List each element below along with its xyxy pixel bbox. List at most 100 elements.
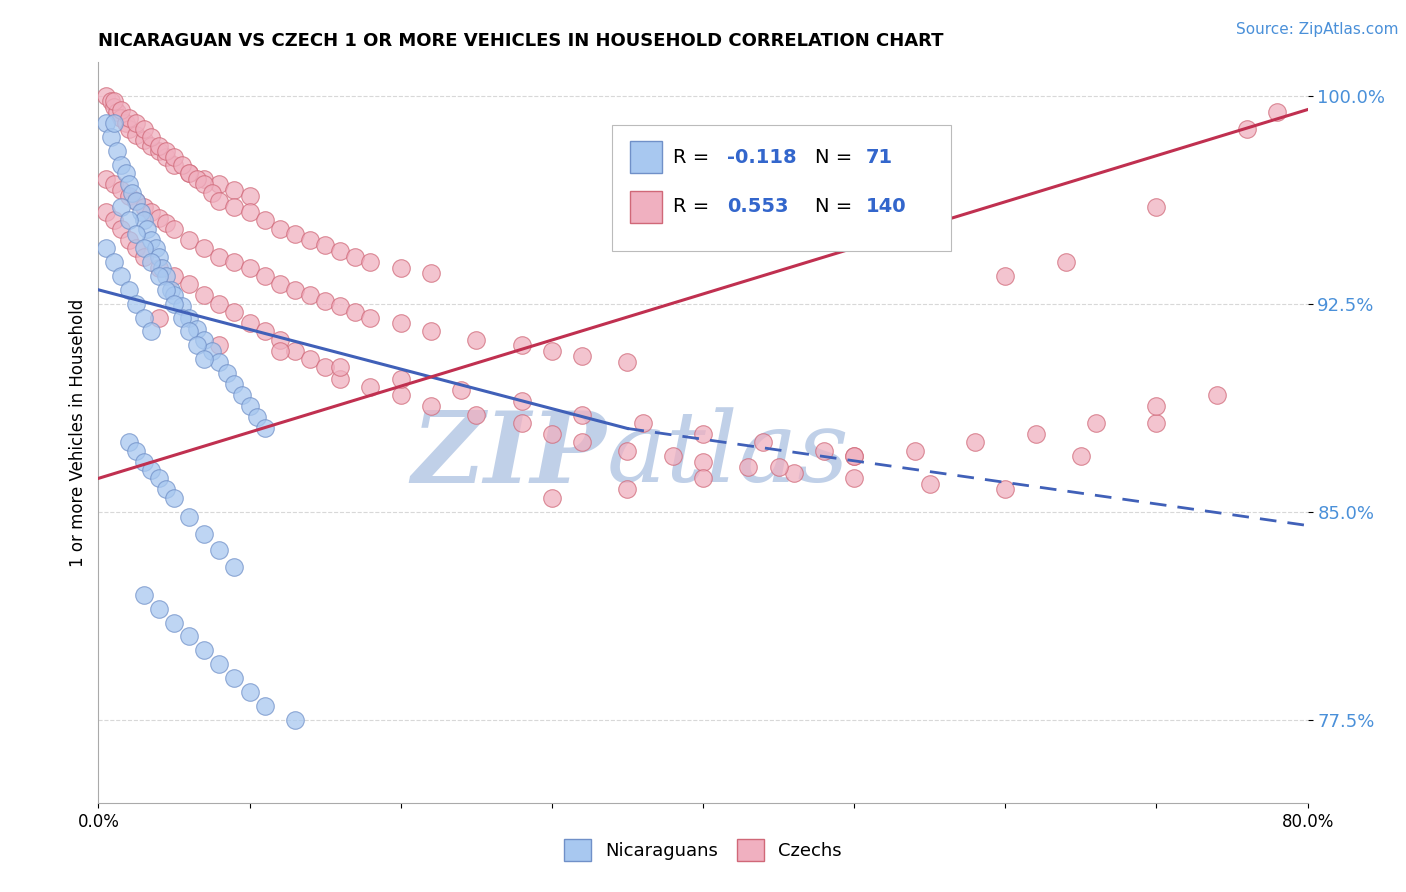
Point (132, 200, 155, 214)
Point (1054, 255, 1077, 269)
Point (616, 355, 638, 369)
Point (148, 138, 170, 153)
Point (103, 95, 125, 109)
Point (224, 255, 246, 269)
Point (904, 443, 927, 458)
Point (1144, 200, 1167, 214)
Point (314, 360, 336, 375)
Point (269, 343, 291, 358)
Point (103, 213, 125, 227)
Point (125, 443, 148, 458)
Point (125, 194, 148, 208)
Point (465, 333, 488, 347)
Point (246, 410, 269, 425)
Point (186, 338, 208, 352)
Point (239, 399, 262, 413)
Point (844, 471, 866, 485)
Point (284, 343, 307, 358)
Point (193, 333, 215, 347)
Point (224, 377, 246, 392)
Point (329, 360, 352, 375)
Point (269, 222, 291, 236)
Point (284, 283, 307, 297)
Point (163, 268, 186, 283)
Point (389, 260, 412, 275)
Point (661, 449, 683, 463)
Point (844, 449, 866, 463)
Point (208, 543, 231, 558)
Point (125, 194, 148, 208)
Point (465, 408, 488, 422)
Point (118, 122, 141, 136)
Point (163, 288, 186, 302)
Point (163, 296, 186, 310)
Point (170, 300, 193, 314)
Point (155, 483, 177, 497)
Point (118, 111, 141, 125)
Point (155, 150, 177, 164)
Point (132, 588, 155, 602)
Point (94, 172, 117, 186)
Point (179, 310, 201, 325)
Point (1267, 105, 1289, 120)
Text: atlas: atlas (606, 407, 849, 502)
Point (132, 213, 155, 227)
Point (125, 241, 148, 255)
Point (110, 158, 132, 172)
Point (141, 255, 163, 269)
Point (269, 277, 291, 292)
Text: 0.553: 0.553 (727, 197, 789, 217)
Point (118, 435, 141, 450)
Point (141, 130, 163, 145)
Point (94, 205, 117, 219)
Point (389, 388, 412, 402)
Point (105, 144, 128, 158)
Point (163, 150, 186, 164)
Point (141, 138, 163, 153)
Point (132, 122, 155, 136)
FancyBboxPatch shape (630, 191, 662, 223)
Point (231, 388, 253, 402)
Point (1206, 388, 1229, 402)
Point (299, 233, 322, 247)
Point (135, 222, 157, 236)
Point (110, 222, 132, 236)
Text: ZIP: ZIP (412, 407, 606, 503)
Point (208, 250, 231, 264)
Point (571, 435, 593, 450)
Point (540, 427, 562, 442)
Point (253, 213, 276, 227)
Point (141, 205, 163, 219)
Point (224, 305, 246, 319)
Point (179, 233, 201, 247)
Point (239, 316, 262, 330)
Point (100, 95, 122, 109)
Point (141, 463, 163, 477)
Point (118, 233, 141, 247)
Point (224, 671, 246, 685)
Point (253, 268, 276, 283)
Point (114, 116, 136, 130)
Text: R =: R = (672, 197, 716, 217)
Point (186, 172, 208, 186)
Point (193, 526, 215, 541)
Point (94, 241, 117, 255)
FancyBboxPatch shape (630, 141, 662, 173)
Point (170, 158, 193, 172)
Point (344, 250, 367, 264)
Point (571, 408, 593, 422)
Point (118, 188, 141, 202)
Point (1070, 449, 1092, 463)
Point (1236, 122, 1258, 136)
Point (284, 713, 307, 727)
Point (1144, 416, 1167, 430)
Point (1024, 427, 1046, 442)
Point (783, 466, 806, 480)
Point (103, 100, 125, 114)
Point (145, 241, 167, 255)
Point (540, 343, 562, 358)
Point (540, 491, 562, 505)
Point (768, 460, 790, 475)
Point (148, 601, 170, 615)
Legend: Nicaraguans, Czechs: Nicaraguans, Czechs (557, 831, 849, 868)
